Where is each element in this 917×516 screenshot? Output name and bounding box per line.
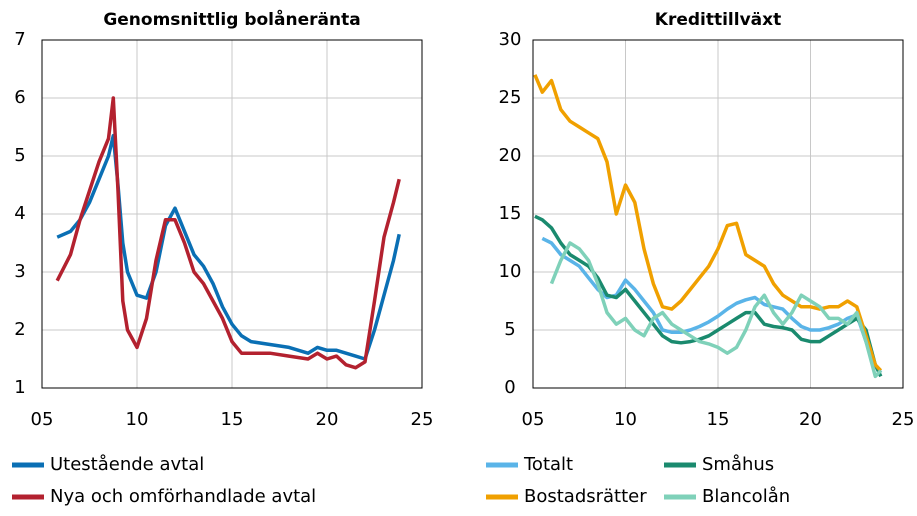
y-tick-label: 10 [499, 261, 522, 282]
y-tick-label: 4 [14, 203, 25, 224]
y-tick-label: 20 [499, 145, 522, 166]
x-tick-label: 15 [221, 409, 244, 430]
y-tick-label: 15 [499, 203, 522, 224]
y-tick-label: 7 [14, 29, 25, 50]
series-line [534, 214, 883, 378]
y-tick-label: 25 [499, 87, 522, 108]
legend-label: Utestående avtal [50, 454, 204, 475]
legend-label: Nya och omförhandlade avtal [50, 486, 316, 507]
x-tick-label: 10 [614, 409, 637, 430]
y-tick-label: 1 [14, 377, 25, 398]
y-tick-label: 0 [504, 377, 515, 398]
y-tick-label: 6 [14, 87, 25, 108]
y-tick-label: 2 [14, 319, 25, 340]
legend-label: Totalt [523, 454, 573, 475]
series-line [533, 74, 883, 372]
legend-label: Småhus [702, 454, 774, 475]
x-tick-label: 05 [31, 409, 54, 430]
series-line [549, 241, 883, 379]
x-tick-label: 25 [892, 409, 915, 430]
x-tick-label: 10 [126, 409, 149, 430]
y-tick-label: 5 [14, 145, 25, 166]
x-tick-label: 20 [316, 409, 339, 430]
legend-label: Bostadsrätter [524, 486, 647, 507]
chart-title: Kredittillväxt [655, 10, 781, 30]
plot-frame [41, 39, 423, 389]
x-tick-label: 25 [411, 409, 434, 430]
x-tick-label: 20 [799, 409, 822, 430]
x-tick-label: 05 [522, 409, 545, 430]
plot-frame [532, 39, 904, 389]
y-tick-label: 3 [14, 261, 25, 282]
series-line [56, 133, 401, 361]
series-line [55, 96, 401, 370]
y-tick-label: 5 [504, 319, 515, 340]
chart-title: Genomsnittlig bolåneränta [103, 8, 360, 30]
y-tick-label: 30 [499, 29, 522, 50]
legend-label: Blancolån [702, 486, 790, 507]
x-tick-label: 15 [707, 409, 730, 430]
